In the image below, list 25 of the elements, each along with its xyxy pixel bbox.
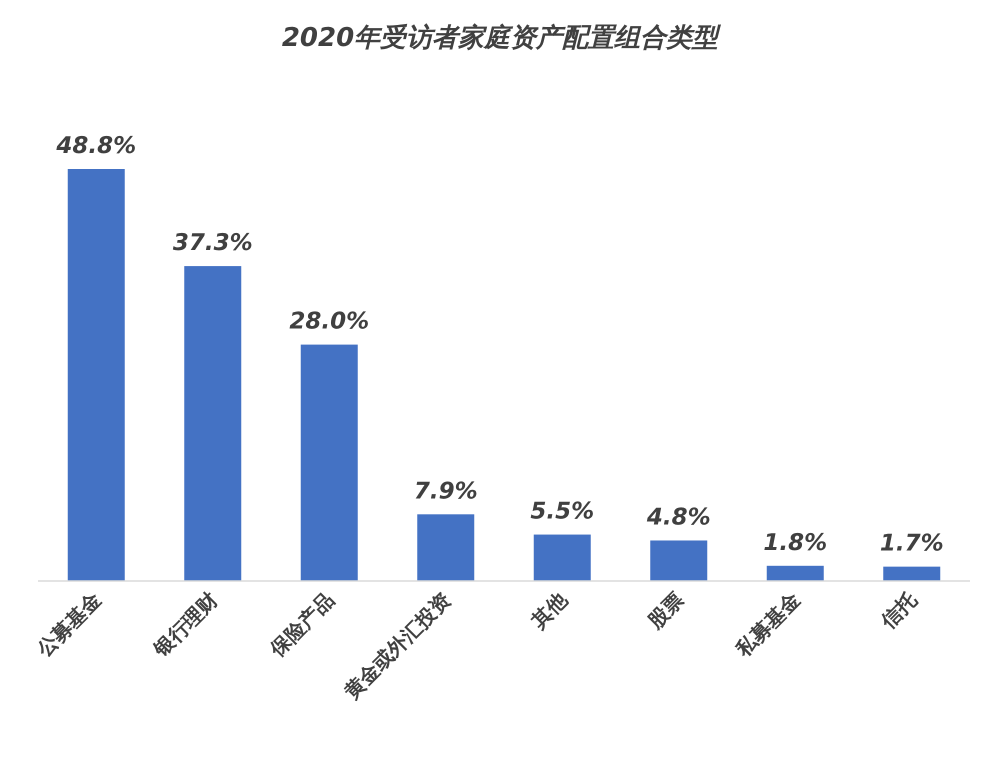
x-tick-label: 银行理财: [148, 588, 222, 662]
bar: [300, 344, 358, 581]
data-label: 28.0%: [289, 308, 370, 335]
data-label: 1.7%: [880, 530, 944, 557]
x-tick-label: 公募基金: [32, 588, 106, 662]
data-label: 48.8%: [55, 133, 136, 159]
data-label: 37.3%: [172, 230, 253, 256]
bar: [184, 266, 242, 581]
x-tick-label: 保险产品: [264, 588, 339, 662]
x-tick-label: 其他: [526, 586, 572, 634]
bar: [417, 514, 474, 581]
bar: [68, 169, 125, 581]
data-label: 5.5%: [530, 498, 594, 525]
bar: [883, 566, 940, 581]
x-tick-label: 私募基金: [730, 588, 805, 662]
bar: [650, 540, 708, 581]
chart-title: 2020年受访者家庭资产配置组合类型: [282, 23, 722, 53]
data-label: 1.8%: [763, 530, 828, 556]
x-tick-label: 信托: [875, 586, 922, 634]
data-label: 7.9%: [414, 478, 478, 504]
bar: [766, 566, 824, 581]
x-tick-label: 股票: [642, 588, 688, 634]
bar: [534, 534, 591, 581]
x-tick-label: 黄金或外汇投资: [338, 588, 456, 704]
data-label: 4.8%: [646, 504, 711, 530]
